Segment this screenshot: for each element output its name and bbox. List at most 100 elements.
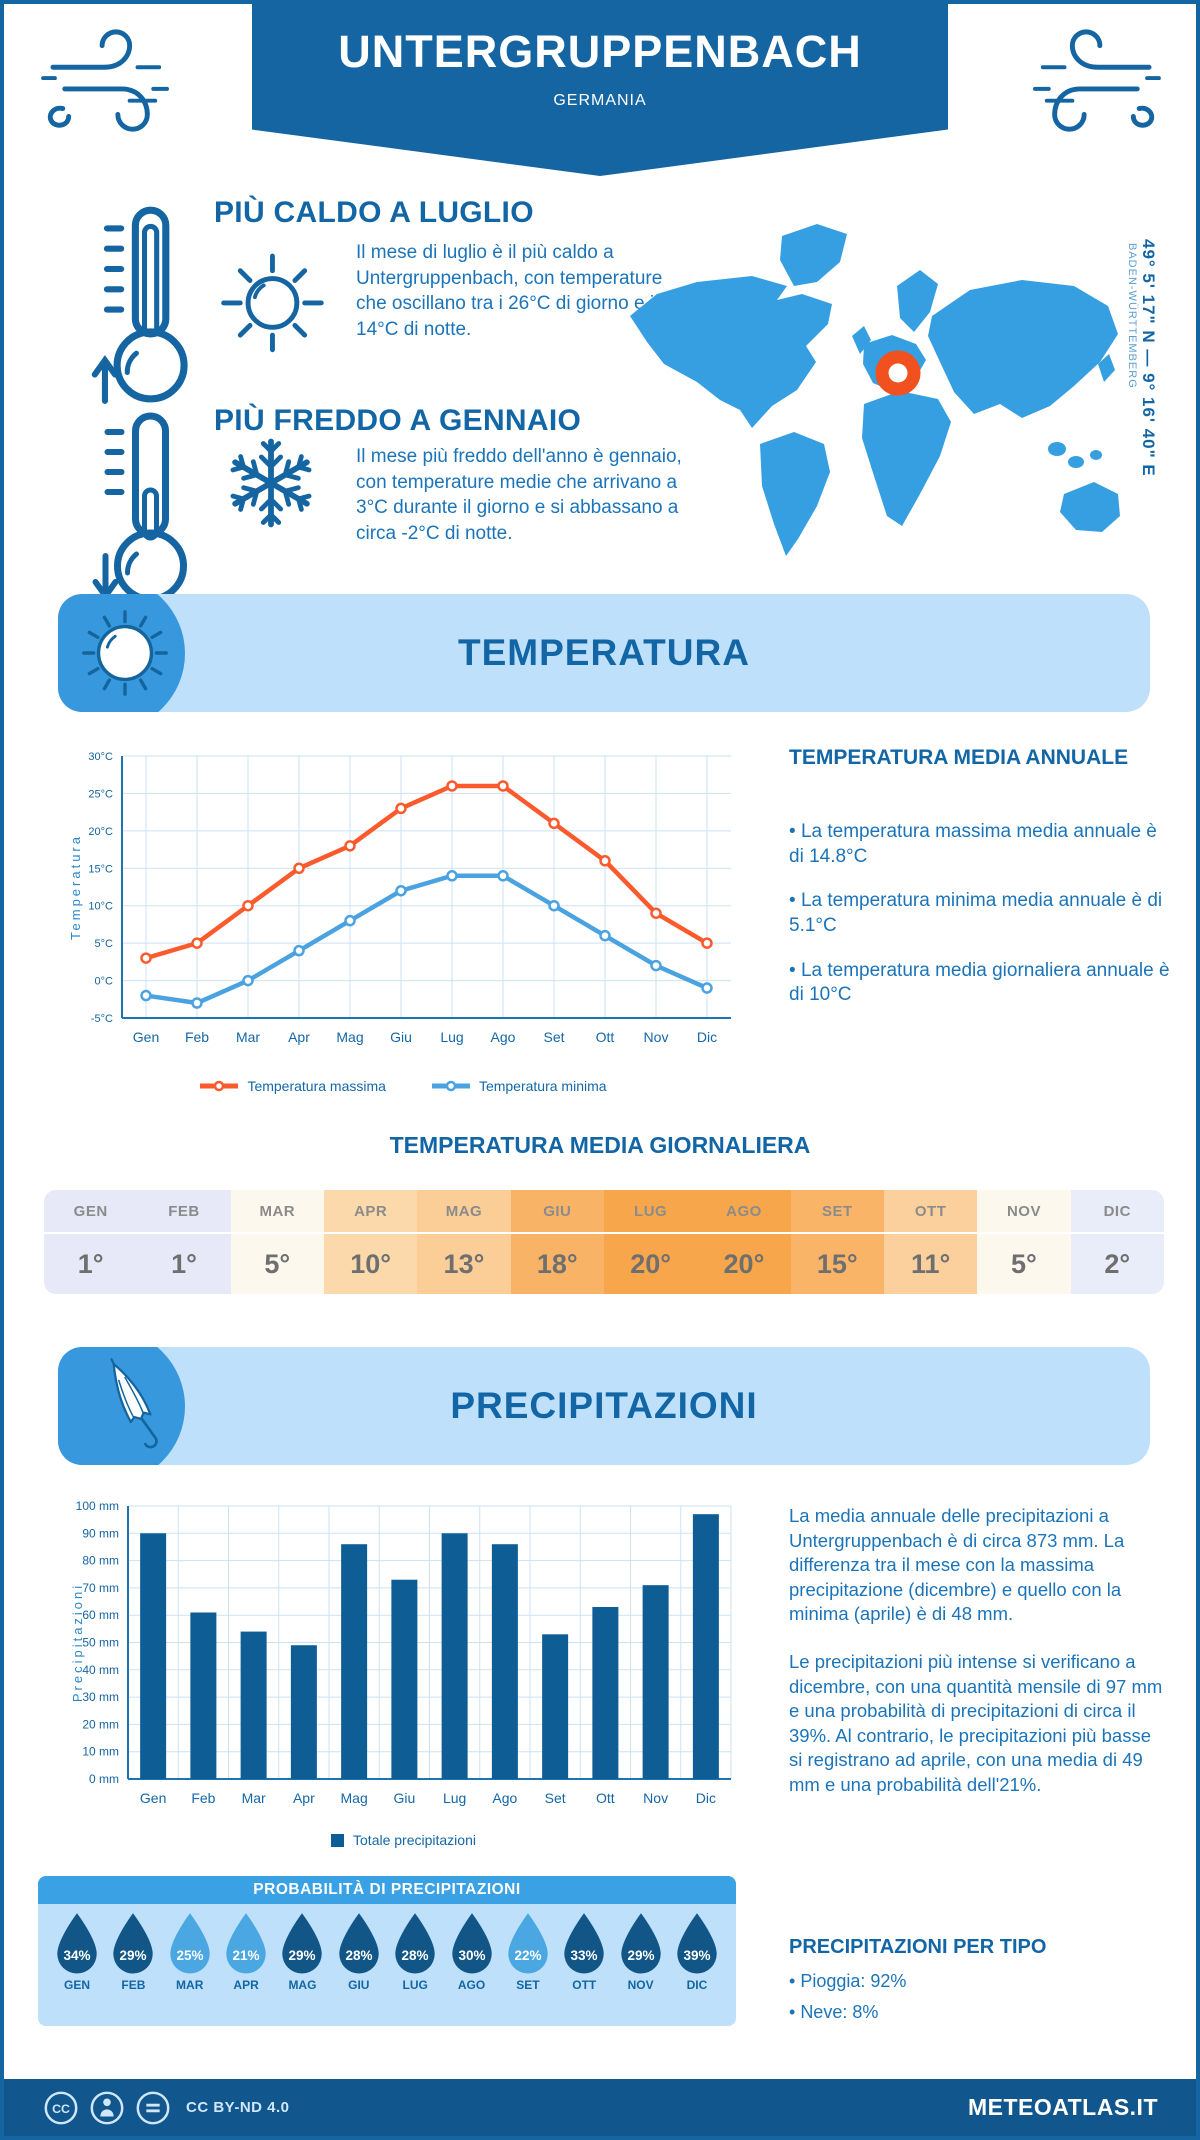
brand-logo: METEOATLAS.IT [967, 2094, 1158, 2120]
svg-text:CC: CC [52, 2101, 70, 2115]
by-type-title: PRECIPITAZIONI PER TIPO [789, 1936, 1047, 1958]
legend-item: Temperatura minima [431, 1078, 607, 1094]
precipitation-chart-legend: Totale precipitazioni [66, 1832, 741, 1848]
probability-drop-NOV: 29% NOV [614, 1912, 668, 1992]
svg-text:10 mm: 10 mm [82, 1745, 119, 1759]
by-type-rain: Pioggia: 92% [789, 1970, 906, 1993]
svg-text:Precipitazioni: Precipitazioni [70, 1583, 85, 1702]
table-value-NOV: 5° [977, 1234, 1071, 1294]
table-month-GIU: GIU [510, 1190, 604, 1232]
coordinates-block: 49° 5' 17" N — 9° 16' 40" E BADEN-WÜRTTE… [1126, 239, 1158, 589]
table-value-OTT: 11° [883, 1234, 978, 1294]
svg-text:30%: 30% [458, 1948, 485, 1963]
svg-text:Lug: Lug [443, 1790, 466, 1806]
water-drop-icon: 30% [451, 1913, 492, 1974]
table-month-GEN: GEN [44, 1190, 138, 1232]
probability-drop-LUG: 28% LUG [388, 1912, 442, 1992]
thermometer-up-icon [91, 206, 188, 404]
temperature-line-chart: -5°C 0°C 5°C 10°C 15°C 20°C 25°C 30°C Gen Feb Mar A… [68, 751, 731, 1045]
drop-month-label: MAG [288, 1978, 317, 1992]
probability-drop-MAR: 25% MAR [163, 1912, 217, 1992]
svg-text:20°C: 20°C [88, 826, 113, 838]
coordinates-text: 49° 5' 17" N — 9° 16' 40" E [1139, 239, 1158, 477]
table-value-GEN: 1° [44, 1234, 138, 1294]
svg-text:Set: Set [545, 1790, 566, 1806]
bar-Ott [592, 1607, 619, 1779]
annual-temperature-title: TEMPERATURA MEDIA ANNUALE [789, 746, 1129, 769]
coldest-title: PIÙ FREDDO A GENNAIO [214, 404, 582, 437]
region-text: BADEN-WÜRTTEMBERG [1126, 243, 1138, 389]
svg-text:-5°C: -5°C [91, 1013, 113, 1025]
legend-label: Temperatura minima [478, 1078, 607, 1094]
water-drop-icon: 21% [226, 1913, 266, 1974]
bar-Nov [642, 1585, 669, 1779]
coldest-text: Il mese più freddo dell'anno è gennaio, … [356, 446, 682, 544]
svg-text:Mag: Mag [341, 1790, 368, 1806]
table-month-LUG: LUG [603, 1190, 698, 1232]
svg-text:28%: 28% [402, 1948, 429, 1963]
bar-Dic [692, 1514, 719, 1779]
svg-text:Ott: Ott [596, 1790, 615, 1806]
cc-by-icon [90, 2091, 124, 2124]
svg-text:29%: 29% [627, 1948, 654, 1963]
by-type-snow: Neve: 8% [789, 2001, 878, 2024]
drop-month-label: GEN [63, 1978, 90, 1992]
monthly-temperature-table: GEN FEB MAR APR MAG GIU LUG AGO SET OTT NOV DIC 1° 1°… [44, 1190, 1164, 1294]
world-map [630, 224, 1120, 556]
country-subtitle: GERMANIA [553, 92, 647, 109]
svg-text:Set: Set [543, 1029, 564, 1045]
water-drop-icon: 22% [508, 1913, 548, 1974]
drop-month-label: AGO [457, 1978, 486, 1992]
table-value-FEB: 1° [137, 1234, 231, 1294]
svg-text:39%: 39% [683, 1948, 710, 1963]
legend-item: Temperatura massima [200, 1078, 386, 1094]
sun-icon [221, 253, 324, 353]
table-month-OTT: OTT [883, 1190, 978, 1232]
svg-text:Mar: Mar [236, 1029, 260, 1045]
svg-text:Mag: Mag [336, 1029, 363, 1045]
svg-text:21%: 21% [233, 1948, 260, 1963]
svg-text:Dic: Dic [697, 1029, 717, 1045]
page-title: UNTERGRUPPENBACH [338, 26, 862, 77]
water-drop-icon: 28% [395, 1913, 435, 1974]
svg-text:30°C: 30°C [88, 751, 113, 763]
precipitation-bar-chart: 0 mm 10 mm 20 mm 30 mm 40 mm 50 mm 60 mm 70 mm 8… [70, 1499, 732, 1806]
water-drop-icon: 33% [564, 1913, 604, 1974]
svg-text:Feb: Feb [191, 1790, 215, 1806]
license-block: CC CC BY-ND 4.0 [42, 2089, 290, 2127]
svg-text:34%: 34% [63, 1948, 90, 1963]
svg-text:22%: 22% [514, 1948, 541, 1963]
drop-month-label: OTT [572, 1978, 597, 1992]
warmest-title: PIÙ CALDO A LUGLIO [214, 196, 534, 229]
drop-month-label: LUG [402, 1978, 428, 1992]
bar-Giu [391, 1579, 418, 1779]
legend-swatch [331, 1833, 345, 1847]
svg-text:Temperatura: Temperatura [68, 834, 83, 940]
svg-text:30 mm: 30 mm [82, 1690, 119, 1704]
svg-text:29%: 29% [120, 1948, 147, 1963]
svg-text:Gen: Gen [133, 1029, 159, 1045]
probability-drop-MAG: 29% MAG [275, 1912, 329, 1992]
table-month-DIC: DIC [1070, 1190, 1164, 1232]
table-month-AGO: AGO [697, 1190, 791, 1232]
water-drop-icon: 29% [282, 1913, 323, 1974]
license-text: CC BY-ND 4.0 [186, 2099, 290, 2116]
location-marker-icon [875, 350, 921, 396]
table-month-SET: SET [790, 1190, 884, 1232]
probability-drop-GEN: 34% GEN [50, 1912, 104, 1992]
temperature-section-banner: TEMPERATURA [58, 594, 1150, 712]
table-value-AGO: 20° [697, 1234, 791, 1294]
svg-text:Gen: Gen [140, 1790, 166, 1806]
svg-text:25°C: 25°C [88, 788, 113, 800]
svg-text:10°C: 10°C [88, 901, 113, 913]
precipitation-section-banner: PRECIPITAZIONI [58, 1347, 1150, 1465]
bar-Set [542, 1634, 569, 1779]
daily-temperature-title: TEMPERATURA MEDIA GIORNALIERA [389, 1132, 811, 1158]
drop-month-label: MAR [176, 1978, 204, 1992]
drop-month-label: SET [516, 1978, 540, 1992]
annual-bullet: La temperatura minima media annuale è di… [789, 889, 1174, 938]
table-value-APR: 10° [323, 1234, 418, 1294]
header-banner: UNTERGRUPPENBACH GERMANIA [252, 4, 948, 176]
bar-Feb [190, 1612, 217, 1779]
